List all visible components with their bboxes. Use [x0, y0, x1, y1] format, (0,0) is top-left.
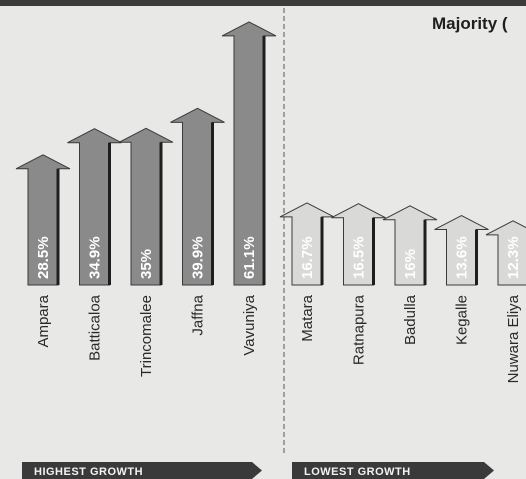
value-label: 28.5%	[35, 236, 52, 279]
group-banner	[22, 462, 262, 479]
value-label: 34.9%	[87, 236, 104, 279]
top-bar	[0, 0, 526, 6]
category-label: Nuwara Eliya	[505, 294, 522, 383]
category-label: Ratnapura	[351, 294, 368, 365]
value-label: 35%	[138, 249, 155, 279]
category-label: Trincomalee	[138, 295, 155, 377]
value-label: 61.1%	[241, 236, 258, 279]
chart-title: Majority (	[432, 14, 508, 33]
value-label: 16%	[402, 249, 419, 279]
category-label: Badulla	[402, 294, 419, 345]
value-label: 16.7%	[299, 236, 316, 279]
category-label: Batticaloa	[87, 294, 104, 361]
value-label: 12.3%	[505, 236, 522, 279]
group-banner	[292, 462, 494, 479]
group-banner-label: LOWEST GROWTH	[304, 466, 411, 478]
category-label: Kegalle	[454, 295, 471, 345]
bar-nuwara-eliya	[485, 220, 526, 286]
value-label: 39.9%	[190, 236, 207, 279]
value-label: 16.5%	[351, 236, 368, 279]
value-label: 13.6%	[454, 236, 471, 279]
category-label: Ampara	[35, 294, 52, 347]
group-banner-label: HIGHEST GROWTH	[34, 466, 143, 478]
category-label: Vavuniya	[241, 294, 258, 355]
category-label: Matara	[299, 294, 316, 341]
category-label: Jaffna	[190, 294, 207, 335]
